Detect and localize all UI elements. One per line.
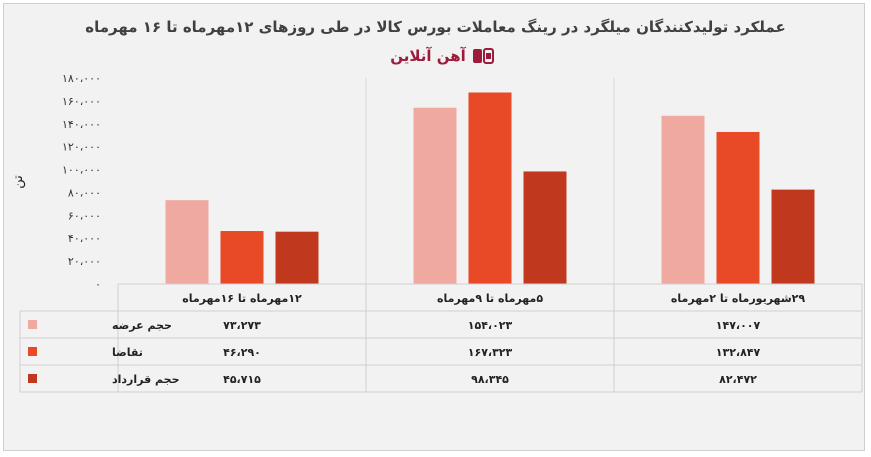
category-label: ۵مهرماه تا ۹مهرماه [437,292,543,305]
chart-title: عملکرد تولیدکنندگان میلگرد در رینگ معامل… [85,18,786,36]
y-tick-label: ۲۰،۰۰۰ [68,255,101,268]
legend-swatch [28,320,37,329]
y-tick-label: ۱۶۰،۰۰۰ [62,95,101,108]
y-tick-label: ۱۴۰،۰۰۰ [62,118,101,131]
bar [413,107,457,284]
data-label: ۴۶،۲۹۰ [223,346,261,359]
bar [716,131,760,284]
data-label: ۱۳۲،۸۴۷ [716,346,761,359]
y-tick-label: ۸۰،۰۰۰ [68,186,101,199]
y-tick-label: ۴۰،۰۰۰ [68,232,101,245]
data-label: ۷۳،۲۷۳ [223,319,261,332]
y-tick-label: ۱۲۰،۰۰۰ [62,141,101,154]
y-tick-label: ۰ [95,278,101,291]
legend-swatch [28,374,37,383]
brand-logo: آهن آنلاین [372,44,512,68]
data-label: ۱۴۷،۰۰۷ [716,319,761,332]
y-tick-label: ۱۰۰،۰۰۰ [62,164,101,177]
legend-label: تقاضا [112,346,143,359]
brand-icon [472,48,494,64]
data-label: ۹۸،۳۴۵ [471,373,509,386]
bar [661,115,705,284]
category-label: ۱۲مهرماه تا ۱۶مهرماه [182,292,302,305]
brand-name: آهن آنلاین [390,47,466,65]
y-tick-label: ۱۸۰،۰۰۰ [62,72,101,85]
data-label: ۸۲،۴۷۲ [719,373,757,386]
bar [165,200,209,284]
legend-swatch [28,347,37,356]
bar [275,231,319,284]
data-label: ۱۶۷،۳۲۳ [468,346,513,359]
data-label: ۴۵،۷۱۵ [223,373,261,386]
y-axis-label: تن [11,175,26,189]
bar [220,231,264,284]
legend-label: حجم قرارداد [112,373,180,386]
bar [523,171,567,284]
y-tick-label: ۶۰،۰۰۰ [68,209,101,222]
bar [468,92,512,285]
category-label: ۲۹شهریورماه تا ۲مهرماه [671,292,805,305]
legend-label: حجم عرضه [112,319,172,332]
bar [771,189,815,284]
data-label: ۱۵۴،۰۲۳ [468,319,513,332]
